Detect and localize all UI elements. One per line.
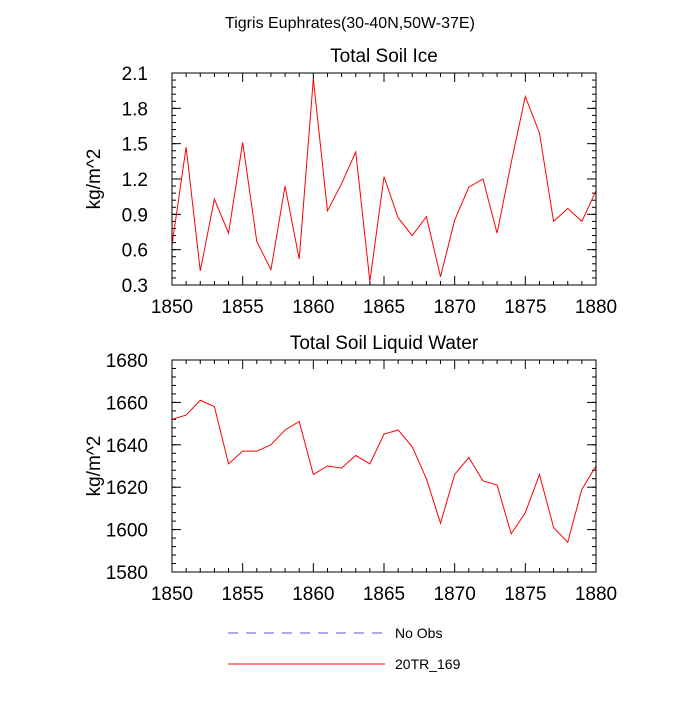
x-tick-label: 1870 [434, 297, 476, 318]
x-tick-label: 1855 [222, 297, 264, 318]
plot-frame [171, 72, 597, 286]
chart-title: Total Soil Ice [330, 46, 438, 67]
chart-title: Total Soil Liquid Water [290, 333, 479, 354]
chart-panel-1: Total Soil Ice kg/m^2 1850 1855 1860 1865 1870… [84, 46, 617, 318]
y-tick-label: 1620 [106, 478, 148, 499]
x-tick-label: 1865 [363, 584, 405, 605]
x-tick-label: 1850 [151, 584, 193, 605]
y-tick-label: 1.5 [122, 135, 148, 156]
y-tick-label: 1.8 [122, 99, 148, 120]
y-tick-label: 0.3 [122, 276, 148, 297]
figure-title: Tigris Euphrates(30-40N,50W-37E) [225, 15, 475, 32]
legend-label: No Obs [395, 625, 442, 641]
y-tick-label: 1.2 [122, 170, 148, 191]
x-tick-label: 1880 [575, 584, 617, 605]
y-tick-label: 0.6 [122, 241, 148, 262]
y-tick-label: 1680 [106, 351, 148, 372]
y-tick-label: 1600 [106, 521, 148, 542]
legend: No Obs 20TR_169 [228, 625, 461, 672]
x-tick-label: 1860 [292, 297, 334, 318]
y-tick-label: 2.1 [122, 64, 148, 85]
legend-label: 20TR_169 [395, 656, 461, 672]
y-tick-label: 1580 [106, 563, 148, 584]
x-tick-label: 1860 [292, 584, 334, 605]
y-tick-label: 0.9 [122, 205, 148, 226]
chart-panel-2: Total Soil Liquid Water kg/m^2 1850 1855 186… [84, 333, 617, 605]
series-line [171, 78, 597, 282]
x-tick-label: 1875 [504, 297, 546, 318]
x-tick-label: 1875 [504, 584, 546, 605]
y-axis-label: kg/m^2 [84, 436, 105, 497]
x-tick-label: 1880 [575, 297, 617, 318]
x-tick-label: 1855 [222, 584, 264, 605]
x-tick-label: 1850 [151, 297, 193, 318]
x-tick-label: 1865 [363, 297, 405, 318]
x-tick-label: 1870 [434, 584, 476, 605]
series-line [171, 399, 597, 544]
y-tick-label: 1640 [106, 436, 148, 457]
y-tick-label: 1660 [106, 393, 148, 414]
plot-frame [171, 359, 597, 573]
y-axis-label: kg/m^2 [84, 149, 105, 210]
